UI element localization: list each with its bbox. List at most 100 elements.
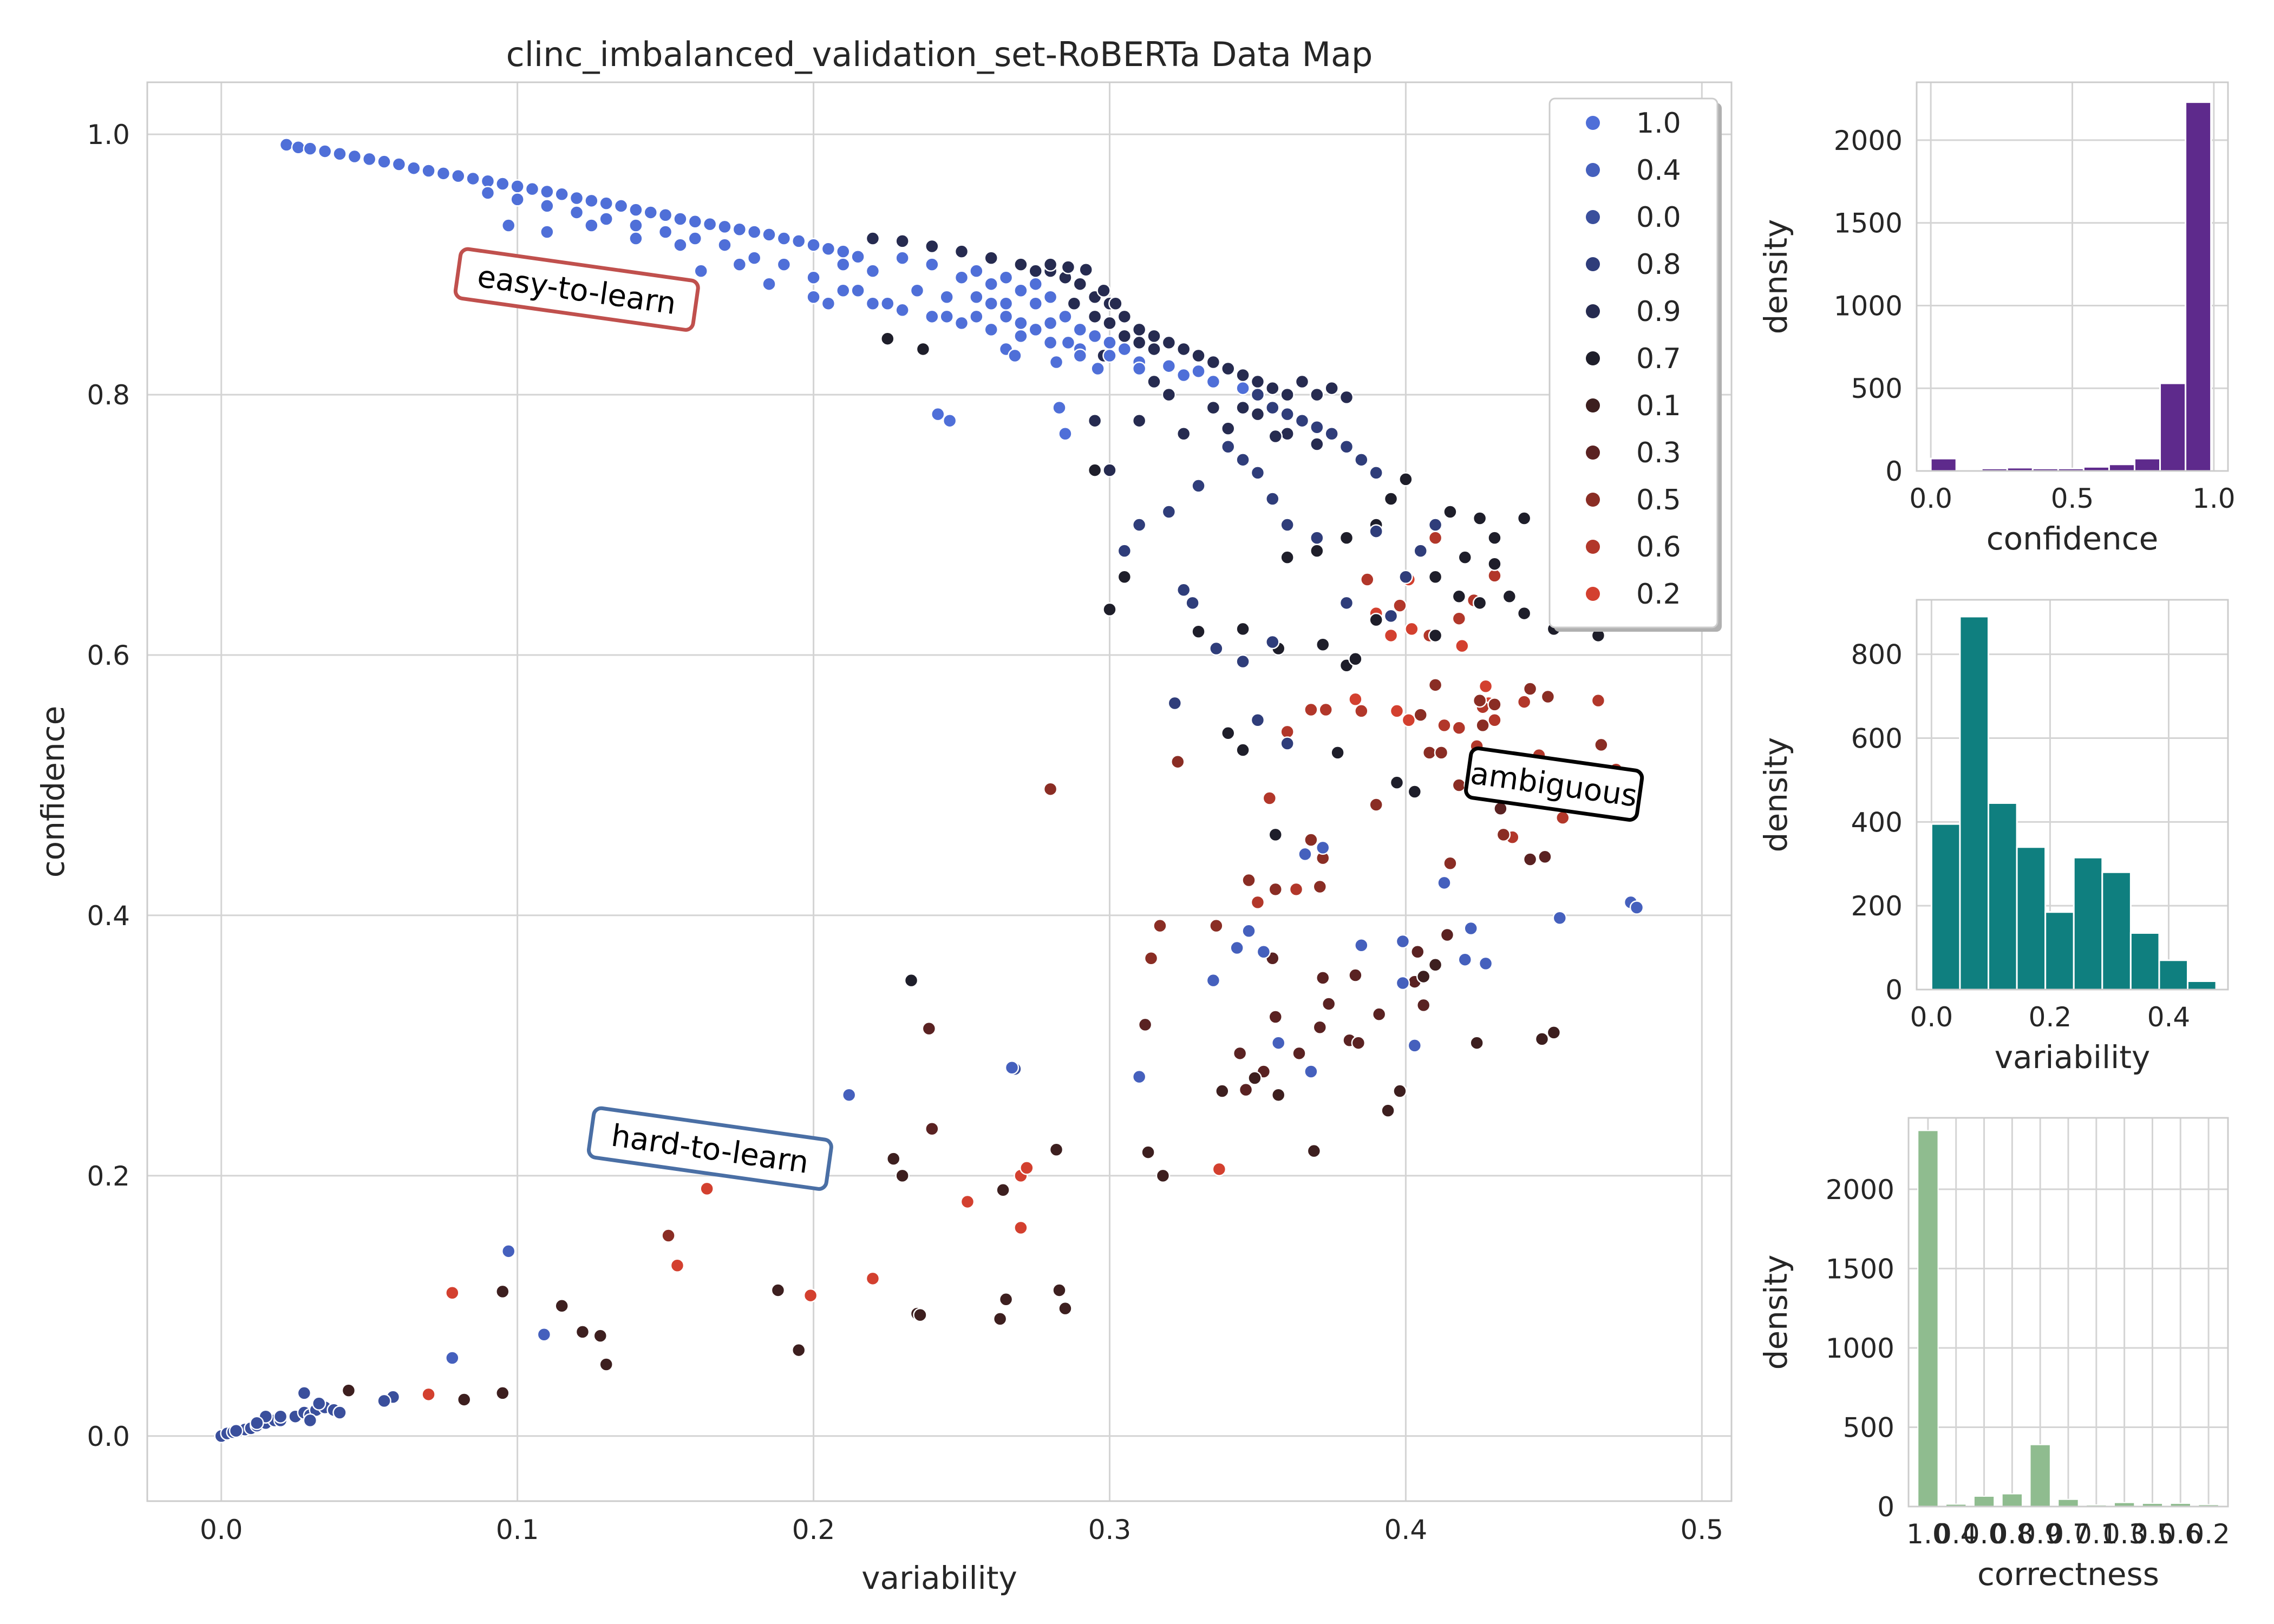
scatter-point-1.0 (279, 137, 294, 152)
scatter-point-0.3 (1351, 1036, 1366, 1050)
scatter-point-1.0 (732, 257, 747, 272)
scatter-point-0.2 (670, 1258, 685, 1273)
scatter-point-0.4 (1395, 934, 1410, 949)
scatter-point-0.8 (1310, 420, 1324, 435)
scatter-point-0.9 (1324, 381, 1339, 396)
scatter-point-0.8 (1280, 407, 1295, 422)
scatter-point-0.6 (1304, 702, 1318, 717)
scatter-point-0.4 (841, 1088, 857, 1103)
y-tick-label: 0 (1877, 1491, 1894, 1523)
scatter-point-0.0 (332, 1405, 347, 1420)
histogram-bar (1973, 1495, 1995, 1507)
legend-marker (1586, 351, 1600, 365)
scatter-point-0.9 (1206, 400, 1221, 415)
scatter-point-0.8 (1280, 518, 1295, 532)
histogram-bar (2108, 463, 2136, 472)
scatter-point-0.7 (1330, 745, 1345, 760)
scatter-point-0.7 (1487, 531, 1502, 545)
scatter-point-1.0 (747, 251, 762, 265)
scatter-point-0.4 (1304, 1064, 1318, 1079)
legend-marker (1586, 587, 1600, 601)
scatter-point-1.0 (791, 234, 806, 248)
scatter-point-0.3 (1268, 1010, 1283, 1024)
scatter-point-0.7 (1348, 651, 1363, 666)
scatter-point-0.7 (1452, 589, 1467, 604)
scatter-point-0.7 (1472, 511, 1487, 526)
scatter-point-1.0 (466, 171, 480, 186)
scatter-point-1.0 (584, 218, 599, 233)
scatter-point-0.1 (770, 1283, 786, 1298)
scatter-point-0.4 (1395, 975, 1410, 991)
scatter-point-0.8 (1236, 453, 1250, 467)
scatter-point-0.8 (1369, 466, 1383, 480)
scatter-point-1.0 (501, 218, 516, 233)
x-tick-label: 0.2 (2029, 1001, 2072, 1033)
scatter-point-0.5 (1434, 745, 1449, 760)
scatter-point-1.0 (747, 225, 762, 239)
scatter-point-0.9 (1087, 413, 1102, 428)
scatter-point-0.7 (1399, 472, 1413, 487)
legend-marker (1586, 163, 1600, 177)
scatter-point-1.0 (584, 193, 599, 208)
scatter-point-0.4 (1437, 875, 1452, 890)
x-tick-label: 0.8 (1991, 1518, 2034, 1550)
x-tick-label: 0.1 (2075, 1518, 2118, 1550)
scatter-point-0.6 (1487, 712, 1502, 728)
scatter-point-0.5 (1487, 697, 1502, 712)
scatter-point-1.0 (525, 181, 540, 197)
scatter-point-0.3 (1232, 1046, 1247, 1061)
scatter-point-0.8 (1185, 595, 1200, 611)
scatter-point-1.0 (942, 413, 957, 428)
scatter-point-0.7 (1236, 621, 1250, 637)
scatter-point-1.0 (717, 238, 732, 252)
scatter-point-0.4 (1256, 945, 1271, 959)
scatter-point-0.5 (1472, 693, 1487, 708)
scatter-point-0.5 (1312, 879, 1328, 894)
scatter-point-0.3 (1312, 1020, 1328, 1034)
x-tick-label: 0.5 (1681, 1514, 1724, 1546)
scatter-point-0.8 (1250, 387, 1265, 402)
scatter-point-0.2 (803, 1288, 818, 1303)
scatter-point-1.0 (984, 322, 998, 337)
scatter-point-1.0 (317, 144, 332, 159)
scatter-point-1.0 (1049, 355, 1064, 370)
y-tick-label: 1000 (1834, 290, 1903, 322)
scatter-point-0.6 (1428, 531, 1443, 545)
scatter-point-1.0 (998, 270, 1014, 285)
x-tick-label: 0.0 (1963, 1518, 2006, 1550)
histogram-bar (2101, 871, 2132, 991)
scatter-point-0.6 (1591, 693, 1606, 708)
scatter-point-0.9 (1087, 309, 1102, 324)
scatter-point-0.1 (992, 1312, 1008, 1326)
y-tick-label: 500 (1843, 1412, 1894, 1443)
scatter-point-0.4 (501, 1244, 516, 1259)
scatter-point-1.0 (688, 231, 703, 246)
scatter-point-0.4 (445, 1351, 460, 1365)
histogram-bar (2158, 959, 2189, 991)
scatter-point-0.9 (895, 234, 910, 248)
scatter-point-0.3 (1238, 1082, 1253, 1097)
scatter-point-1.0 (540, 184, 554, 199)
scatter-point-0.9 (1147, 374, 1161, 389)
scatter-point-0.3 (1348, 968, 1363, 983)
scatter-point-1.0 (332, 147, 347, 161)
scatter-point-1.0 (762, 227, 776, 242)
histogram-bar (2016, 846, 2047, 991)
scatter-point-0.9 (1310, 437, 1324, 451)
scatter-point-0.1 (1393, 1084, 1407, 1098)
scatter-point-0.9 (1176, 426, 1191, 441)
scatter-point-1.0 (629, 218, 643, 233)
scatter-point-1.0 (1058, 309, 1073, 324)
legend-label: 0.2 (1636, 578, 1681, 611)
histogram-bar (2185, 101, 2212, 472)
scatter-point-0.6 (1452, 611, 1467, 626)
scatter-point-0.9 (1061, 260, 1076, 274)
legend-marker (1586, 210, 1600, 224)
scatter-point-0.4 (1298, 847, 1312, 862)
scatter-point-1.0 (806, 290, 821, 305)
histogram-bar (1959, 615, 1990, 991)
scatter-point-1.0 (694, 264, 708, 278)
scatter-point-0.9 (1339, 390, 1354, 405)
scatter-point-1.0 (1176, 368, 1191, 383)
scatter-point-0.8 (1354, 453, 1369, 467)
